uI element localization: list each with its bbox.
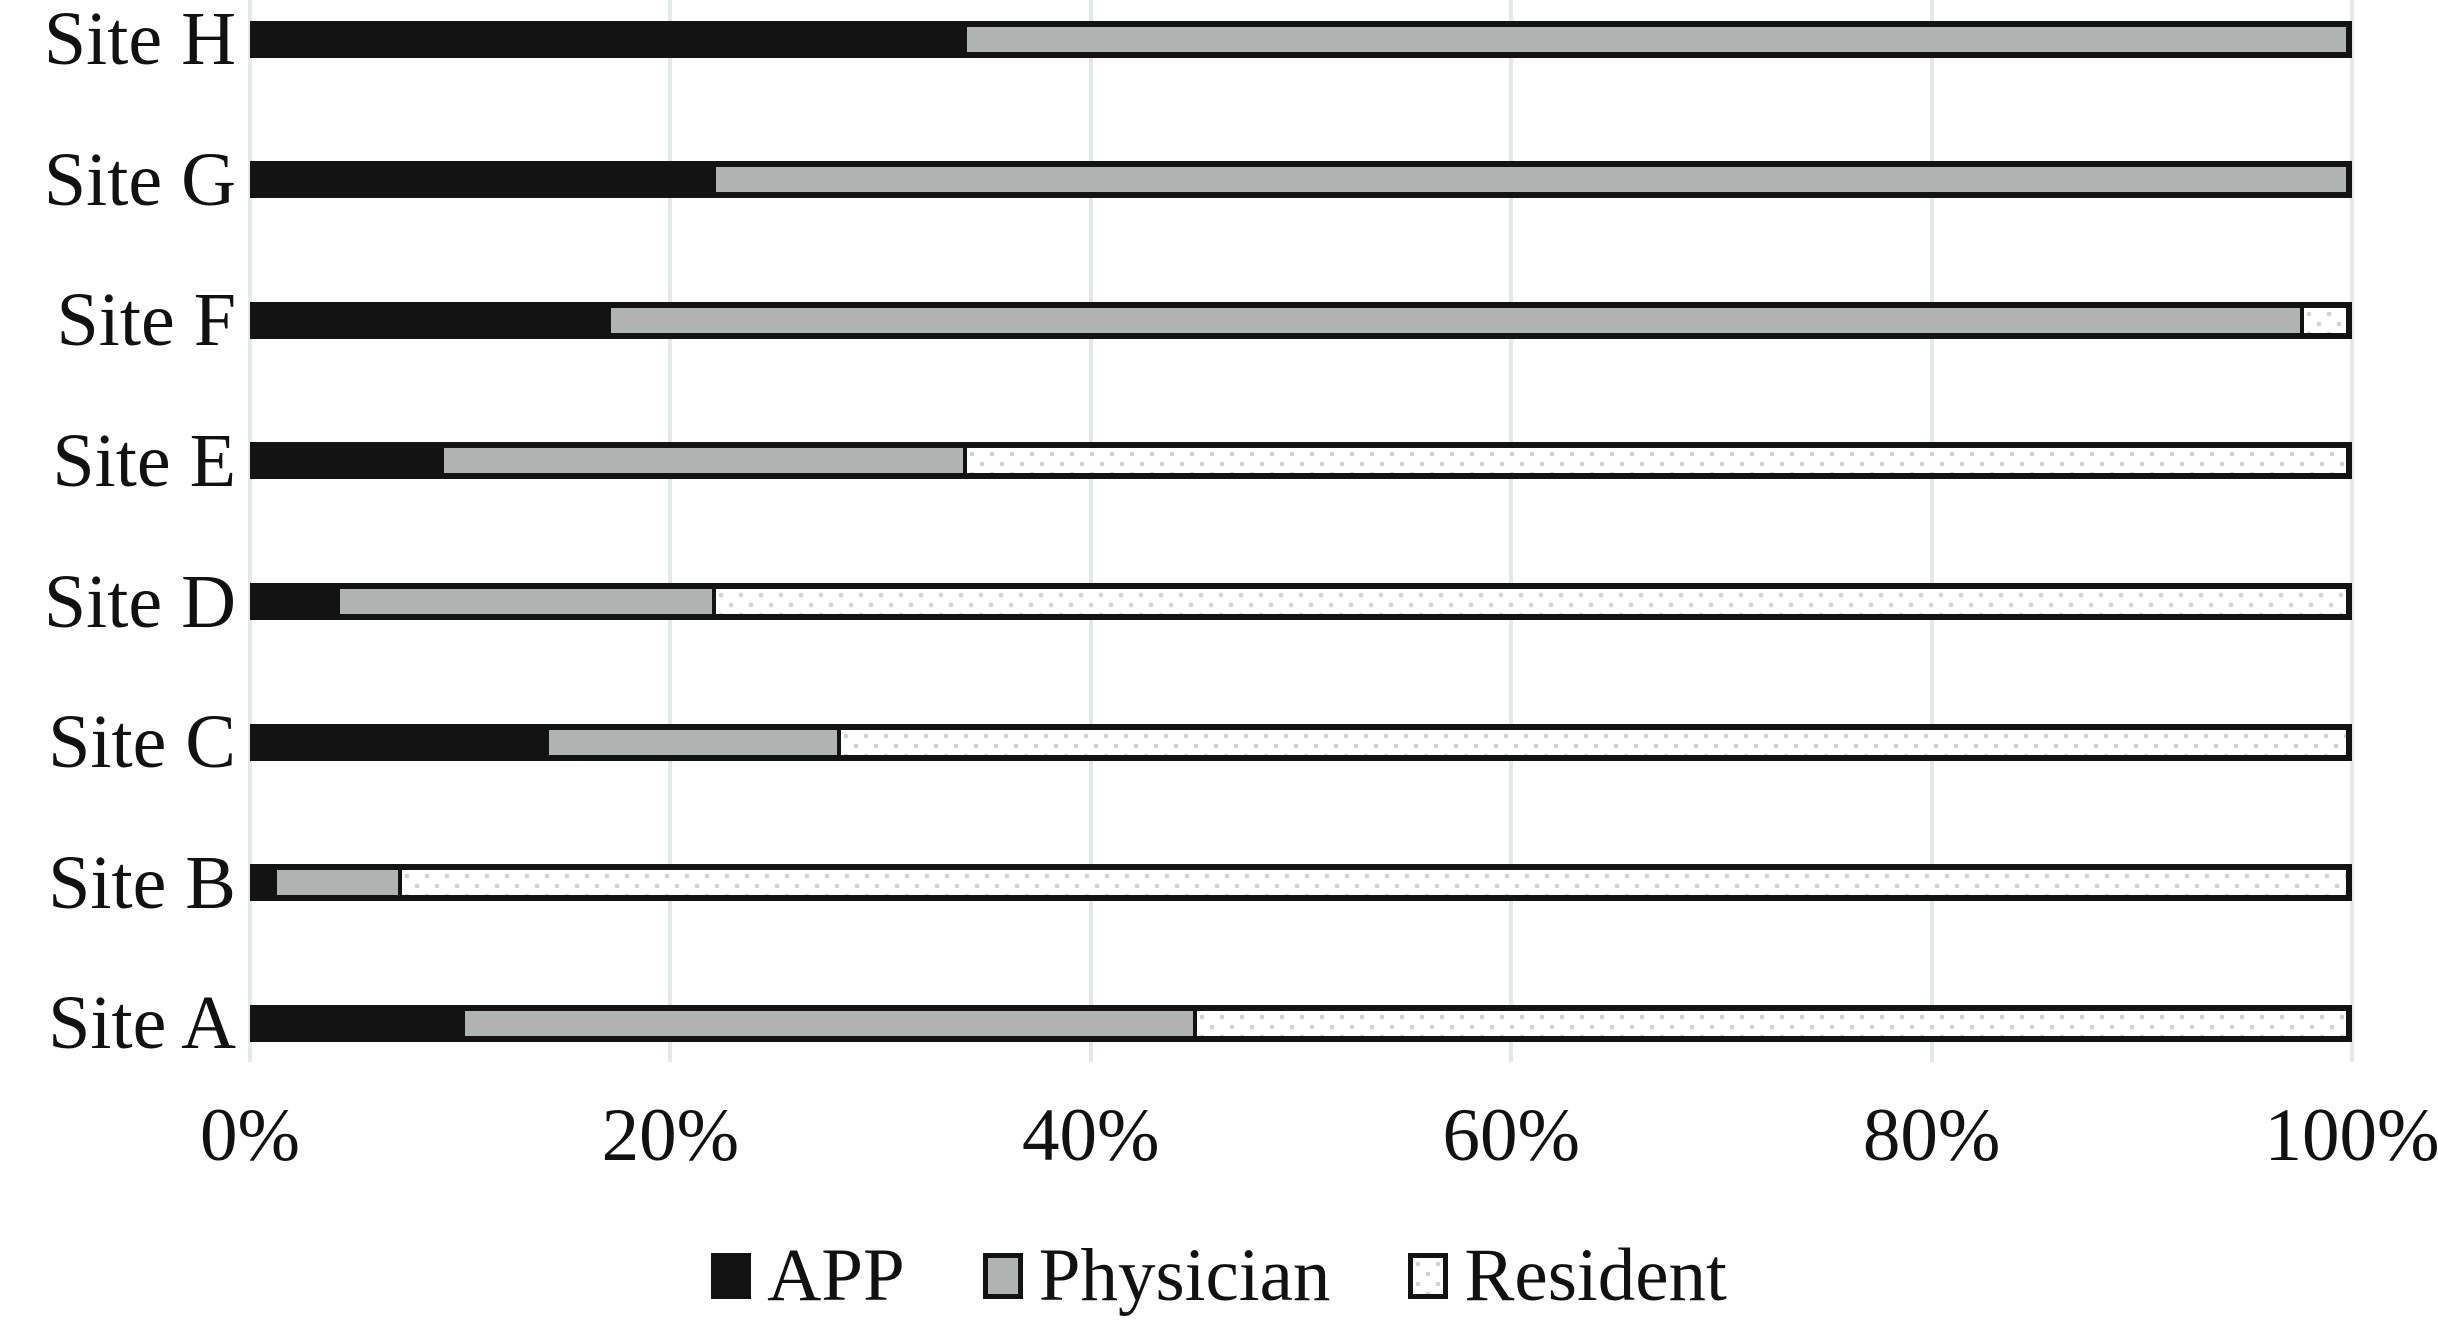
bar-segment-app (256, 307, 612, 333)
bar-segment-resident (1196, 1010, 2346, 1036)
gridline-40% (1088, 0, 1093, 1062)
bar-segment-physician (611, 307, 2305, 333)
legend-item-resident: Resident (1408, 1231, 1727, 1321)
bar-segment-resident (402, 870, 2346, 896)
legend-label-app: APP (767, 1234, 905, 1317)
bar-row-site-e (250, 442, 2352, 480)
legend-item-physician: Physician (982, 1231, 1331, 1321)
bar-row-site-h (250, 20, 2352, 58)
bar-segment-app (256, 870, 277, 896)
legend-swatch-app-icon (711, 1253, 752, 1299)
bar-segment-physician (465, 1010, 1197, 1036)
bar-segment-resident (2304, 307, 2346, 333)
bar-segment-resident (715, 589, 2346, 615)
y-axis-label-site-a: Site A (48, 981, 236, 1066)
gridline-60% (1509, 0, 1514, 1062)
bar-segment-app (256, 26, 967, 52)
y-axis-label-site-b: Site B (48, 840, 236, 925)
legend-label-resident: Resident (1464, 1234, 1727, 1317)
bar-segment-physician (339, 589, 716, 615)
y-axis-label-site-d: Site D (43, 559, 236, 644)
bar-row-site-c (250, 723, 2352, 761)
y-axis-label-site-h: Site H (43, 0, 236, 81)
y-axis-label-site-f: Site F (56, 278, 237, 363)
bar-segment-physician (548, 729, 842, 755)
bar-segment-app (256, 167, 716, 193)
gridline-0% (248, 0, 252, 1062)
x-axis-tick-60%: 60% (1442, 1094, 1580, 1177)
bar-segment-app (256, 729, 549, 755)
y-axis-label-site-g: Site G (43, 137, 236, 222)
bar-segment-physician (715, 167, 2346, 193)
y-axis-label-site-e: Site E (52, 418, 236, 503)
x-axis-tick-80%: 80% (1862, 1094, 2001, 1177)
legend-label-physician: Physician (1038, 1234, 1331, 1317)
x-axis-tick-0%: 0% (200, 1094, 300, 1177)
bar-segment-resident (841, 729, 2346, 755)
bar-segment-app (256, 589, 340, 615)
bar-segment-app (256, 1010, 465, 1036)
bar-row-site-g (250, 161, 2352, 199)
legend-swatch-resident-icon (1408, 1253, 1449, 1299)
bar-segment-physician (966, 26, 2346, 52)
x-axis-tick-100%: 100% (2264, 1094, 2438, 1177)
bar-segment-resident (966, 448, 2346, 474)
bar-row-site-a (250, 1004, 2352, 1042)
bar-row-site-f (250, 301, 2352, 339)
bar-segment-physician (276, 870, 403, 896)
y-axis-label-site-c: Site C (48, 700, 236, 785)
plot-area (248, 0, 2354, 1062)
x-axis-tick-40%: 40% (1022, 1094, 1160, 1177)
bar-segment-physician (444, 448, 967, 474)
gridline-80% (1929, 0, 1934, 1062)
legend: APP Physician Resident (0, 1228, 2438, 1324)
x-axis-tick-20%: 20% (601, 1094, 740, 1177)
bar-row-site-b (250, 864, 2352, 902)
legend-item-app: APP (711, 1231, 905, 1321)
gridline-100% (2350, 0, 2354, 1062)
bar-row-site-d (250, 583, 2352, 621)
bar-segment-app (256, 448, 445, 474)
gridline-20% (668, 0, 673, 1062)
legend-swatch-physician-icon (982, 1253, 1023, 1299)
